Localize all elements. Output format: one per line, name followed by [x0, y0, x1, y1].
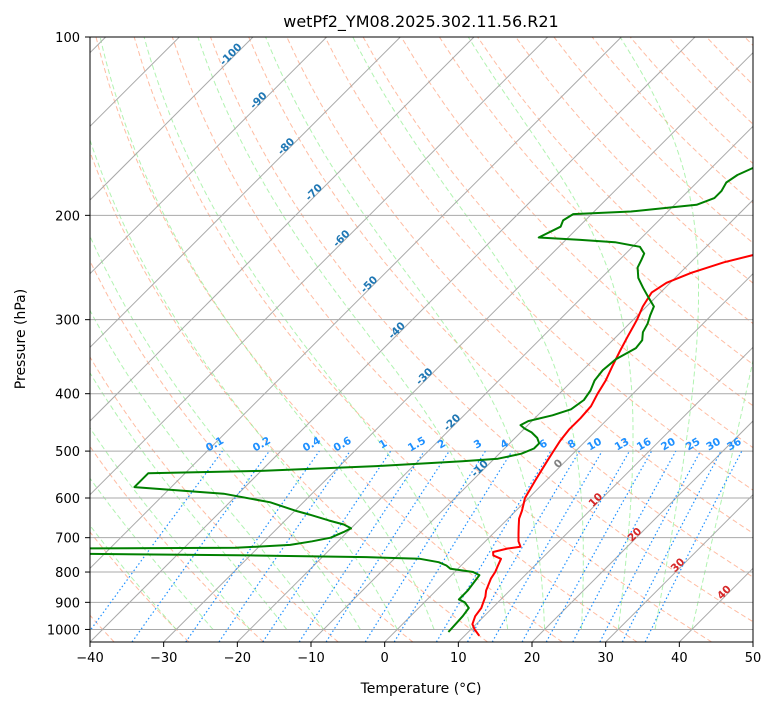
y-tick-label: 100 — [55, 31, 80, 46]
moist-adiabat-line — [90, 138, 398, 630]
dry-adiabat-line — [90, 150, 488, 642]
moist-adiabat-line — [265, 37, 546, 630]
y-axis: 1000 900 800 700 600 500 400 300 200 100 — [47, 31, 90, 638]
x-tick-label: −30 — [150, 651, 177, 666]
mixing-ratio-line — [545, 450, 653, 642]
moist-adiabat-line — [619, 37, 699, 630]
moist-adiabat-line — [90, 309, 324, 630]
mixing-ratio-line — [393, 450, 513, 642]
isotherm-line — [90, 37, 254, 201]
dry-adiabat-line — [133, 37, 638, 642]
y-axis-label: Pressure (hPa) — [13, 289, 29, 389]
isotherm-line — [531, 420, 753, 642]
x-tick-label: 0 — [381, 651, 389, 666]
isotherm-line — [310, 199, 753, 642]
dry-adiabat-line — [90, 356, 339, 642]
chart-title: wetPf2_YM08.2025.302.11.56.R21 — [283, 12, 558, 32]
moist-adiabat-line — [143, 37, 472, 630]
x-tick-label: 10 — [450, 651, 467, 666]
y-tick-label: 500 — [55, 445, 80, 460]
isotherm-line — [90, 37, 696, 642]
moist-adiabat-line — [467, 37, 634, 630]
background-lines — [90, 37, 753, 642]
x-tick-label: −20 — [224, 651, 251, 666]
x-tick-label: −10 — [297, 651, 324, 666]
x-axis: −40 −30 −20 −10 0 10 20 30 40 50 — [76, 642, 761, 666]
mixing-ratio-line — [521, 450, 631, 642]
y-tick-label: 1000 — [47, 623, 80, 638]
mixing-ratio-line — [262, 450, 392, 642]
moist-adiabat-line — [90, 235, 361, 630]
y-tick-label: 700 — [55, 532, 80, 547]
dry-adiabat-line — [210, 37, 753, 623]
moist-adiabat-line — [691, 358, 753, 630]
isotherm-line — [605, 493, 753, 642]
isotherm-line — [90, 37, 622, 570]
dry-adiabat-line — [248, 37, 753, 578]
mixing-ratio-line — [644, 450, 743, 642]
dry-adiabat-line — [90, 531, 190, 642]
x-tick-label: 30 — [597, 651, 614, 666]
x-axis-label: Temperature (°C) — [360, 681, 482, 697]
plot-frame — [89, 36, 754, 643]
mixing-ratio-line — [325, 450, 450, 642]
x-tick-label: 50 — [745, 651, 762, 666]
dry-adiabat-line — [515, 37, 753, 284]
x-tick-label: −40 — [76, 651, 103, 666]
profile-lines — [90, 166, 753, 637]
isotherm-line — [384, 272, 753, 642]
dry-adiabat-line — [438, 37, 753, 366]
isotherm-line — [90, 37, 549, 496]
isotherm-line — [236, 125, 753, 642]
isotherm-line — [90, 37, 475, 422]
y-tick-label: 800 — [55, 566, 80, 581]
dry-adiabat-line — [95, 37, 563, 642]
isotherm-line — [90, 37, 401, 349]
dewpoint-line — [90, 166, 753, 633]
dry-adiabat-line — [90, 445, 264, 642]
y-tick-label: 300 — [55, 314, 80, 329]
x-tick-label: 40 — [671, 651, 688, 666]
moist-adiabat-line — [352, 37, 584, 630]
y-tick-label: 400 — [55, 388, 80, 403]
isotherm-line — [163, 51, 753, 642]
dry-adiabat-line — [324, 37, 753, 491]
mixing-ratio-line — [131, 450, 270, 642]
isotherm-line — [457, 346, 753, 642]
isotherm-line — [90, 37, 328, 275]
y-tick-label: 600 — [55, 492, 80, 507]
moist-adiabat-line — [197, 37, 509, 630]
x-tick-label: 20 — [524, 651, 541, 666]
mixing-ratio-line — [90, 450, 223, 632]
mixing-ratio-line — [298, 450, 425, 642]
y-tick-label: 200 — [55, 209, 80, 224]
mixing-ratio-line — [185, 450, 320, 642]
moist-adiabat-line — [99, 37, 435, 630]
dry-adiabat-line — [171, 37, 712, 642]
mixing-ratio-line — [218, 450, 351, 642]
mixing-ratio-line — [572, 450, 677, 642]
temperature-line — [471, 254, 753, 637]
dry-adiabat-line — [400, 37, 753, 407]
y-tick-label: 900 — [55, 596, 80, 611]
